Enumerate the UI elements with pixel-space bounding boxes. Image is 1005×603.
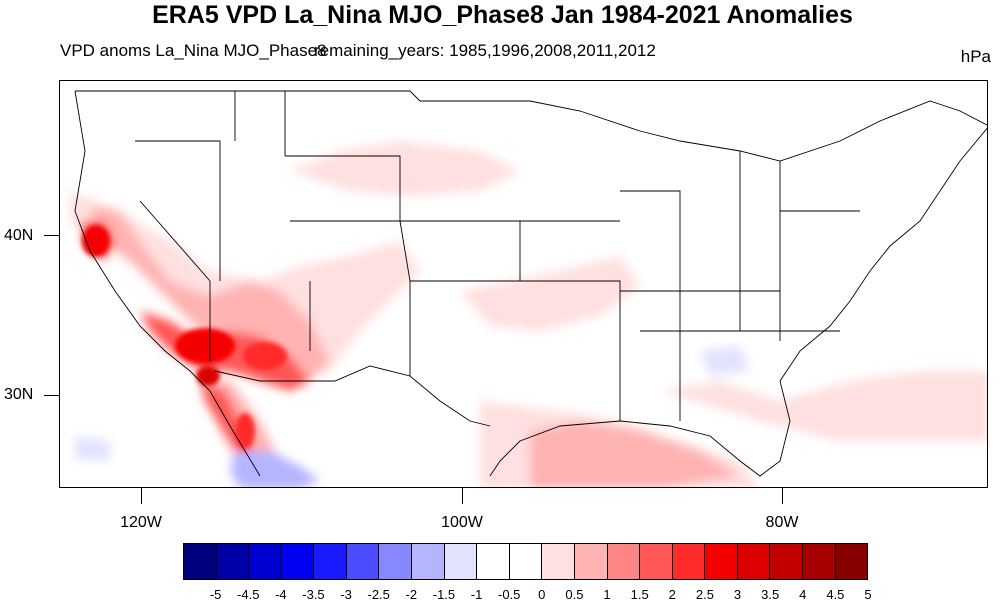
lat-label-30n: 30N <box>4 386 34 403</box>
colorbar-tick-label: 3.5 <box>761 587 780 602</box>
colorbar-box <box>835 544 868 579</box>
colorbar-tick-label: -3.5 <box>302 587 325 602</box>
left-subtitle: VPD anoms La_Nina MJO_Phase8 <box>60 41 327 60</box>
center-subtitle: remaining_years: 1985,1996,2008,2011,201… <box>314 41 656 60</box>
colorbar-tick-label: -2.5 <box>367 587 390 602</box>
colorbar-box <box>379 544 413 579</box>
colorbar-tick-label: -4.5 <box>237 587 260 602</box>
colorbar-tick-label: 0.5 <box>565 587 584 602</box>
colorbar-box <box>184 544 217 579</box>
colorbar-box <box>509 544 543 579</box>
colorbar <box>183 543 868 580</box>
colorbar-tick-label: -3 <box>340 587 352 602</box>
lon-label-80w: 80W <box>765 514 799 531</box>
colorbar-box <box>607 544 641 579</box>
colorbar-box <box>705 544 738 579</box>
colorbar-box <box>574 544 608 579</box>
colorbar-tick-label: 2.5 <box>695 587 714 602</box>
colorbar-tick-label: -0.5 <box>497 587 521 602</box>
colorbar-box <box>249 544 282 579</box>
colorbar-box <box>314 544 347 579</box>
lon-label-100w: 100W <box>441 514 483 531</box>
colorbar-tick-label: 4 <box>799 587 807 602</box>
lon-tick-120w <box>141 488 142 504</box>
lat-label-40n: 40N <box>4 227 34 244</box>
colorbar-box <box>542 544 575 579</box>
colorbar-tick-label: 0 <box>538 587 546 602</box>
colorbar-box <box>640 544 673 579</box>
colorbar-box <box>770 544 803 579</box>
colorbar-box <box>672 544 706 579</box>
colorbar-tick-label: -5 <box>209 587 222 602</box>
colorbar-box <box>412 544 445 579</box>
colorbar-labels: -5 -4.5 -4 -3.5 -3 -2.5 -2 -1.5 -1 -0.5 0 0.5 1 1.5 2 2… <box>0 587 1005 603</box>
anomaly-shading <box>70 141 987 487</box>
colorbar-box <box>737 544 771 579</box>
units-label: hPa <box>960 47 991 66</box>
colorbar-tick-label: -2 <box>405 587 418 602</box>
colorbar-tick-label: 2 <box>668 587 676 602</box>
chart-title: ERA5 VPD La_Nina MJO_Phase8 Jan 1984-202… <box>152 1 853 29</box>
lon-tick-100w <box>462 488 463 504</box>
colorbar-tick-label: 3 <box>733 587 742 602</box>
colorbar-tick-label: 1 <box>603 587 611 602</box>
anomaly-map <box>70 90 987 487</box>
colorbar-box <box>281 544 315 579</box>
colorbar-tick-label: 1.5 <box>630 587 649 602</box>
colorbar-box <box>477 544 510 579</box>
colorbar-box <box>346 544 380 579</box>
colorbar-tick-label: -1 <box>470 587 483 602</box>
lon-tick-80w <box>782 488 783 504</box>
colorbar-tick-label: 4.5 <box>826 587 845 602</box>
colorbar-box <box>802 544 836 579</box>
colorbar-tick-label: 5 <box>864 587 872 602</box>
boundary-lines <box>74 90 987 477</box>
colorbar-box <box>216 544 250 579</box>
map-panel <box>59 80 988 488</box>
lat-tick-40n <box>44 235 59 236</box>
colorbar-box <box>444 544 478 579</box>
lat-tick-30n <box>44 395 59 396</box>
lon-label-120w: 120W <box>120 514 162 531</box>
colorbar-tick-label: -4 <box>275 587 287 602</box>
colorbar-tick-label: -1.5 <box>432 587 456 602</box>
